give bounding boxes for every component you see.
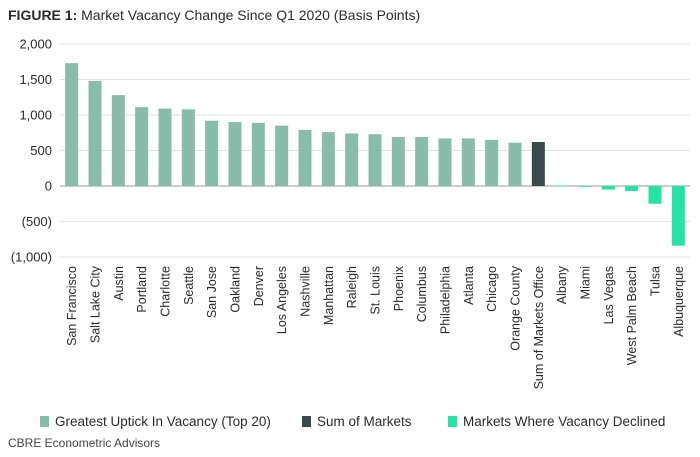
bar: [555, 185, 569, 187]
y-tick-label: (500): [22, 214, 52, 229]
bar: [625, 186, 639, 191]
bar: [461, 138, 475, 186]
chart-legend: Greatest Uptick In Vacancy (Top 20) Sum …: [40, 414, 680, 434]
bar: [228, 122, 242, 186]
bar: [65, 63, 79, 186]
legend-label-sum: Sum of Markets: [317, 414, 412, 429]
y-tick-label: 1,500: [19, 72, 52, 87]
figure-title: FIGURE 1: Market Vacancy Change Since Q1…: [8, 7, 420, 23]
bar: [368, 134, 382, 186]
y-tick-label: 500: [30, 143, 52, 158]
x-tick-label: Atlanta: [462, 266, 476, 305]
x-tick-label: Denver: [252, 266, 266, 306]
bar: [275, 125, 289, 186]
bar: [135, 107, 149, 186]
bar: [415, 137, 429, 186]
bar: [251, 122, 265, 186]
y-tick-label: 1,000: [19, 108, 52, 123]
x-tick-label: Nashville: [299, 266, 313, 317]
figure-title-text: Market Vacancy Change Since Q1 2020 (Bas…: [81, 7, 421, 23]
bar-chart: 2,000 1,500 1,000 500 0 (500) (1,000) San Franc…: [11, 37, 690, 389]
bar: [531, 141, 545, 186]
bar: [508, 142, 522, 186]
x-tick-label: Seattle: [182, 266, 196, 305]
x-tick-label: Phoenix: [392, 265, 406, 311]
bar: [298, 129, 312, 186]
x-tick-label: Charlotte: [159, 266, 173, 317]
y-tick-label: (1,000): [11, 250, 52, 265]
legend-item-declined: Markets Where Vacancy Declined: [448, 414, 665, 429]
x-tick-label: Manhattan: [322, 266, 336, 325]
legend-swatch-uptick: [40, 416, 49, 427]
bar: [345, 133, 359, 186]
legend-swatch-sum: [302, 416, 311, 427]
bar: [671, 186, 685, 246]
bar: [438, 138, 452, 186]
bar: [648, 186, 662, 204]
x-tick-label: St. Louis: [369, 266, 383, 315]
x-tick-label: San Jose: [205, 266, 219, 318]
x-tick-label: Sum of Markets Office: [532, 266, 546, 389]
x-tick-label: Orange County: [509, 265, 523, 351]
figure-title-label: FIGURE 1:: [8, 7, 78, 23]
x-tick-label: Chicago: [485, 266, 499, 312]
x-tick-label: Philadelphia: [439, 266, 453, 334]
x-tick-label: Los Angeles: [275, 266, 289, 334]
x-tick-label: Portland: [135, 266, 149, 313]
x-tick-label: Oakland: [229, 266, 243, 313]
source-note: CBRE Econometric Advisors: [8, 436, 161, 450]
x-tick-label: San Francisco: [65, 266, 79, 346]
legend-item-sum: Sum of Markets: [302, 414, 412, 429]
legend-item-uptick: Greatest Uptick In Vacancy (Top 20): [40, 414, 271, 429]
x-tick-label: Columbus: [415, 266, 429, 322]
bar: [321, 132, 335, 186]
bar: [111, 95, 125, 186]
x-tick-label: Las Vegas: [602, 266, 616, 324]
y-tick-label: 0: [45, 179, 52, 194]
bar: [205, 120, 219, 186]
legend-swatch-declined: [448, 416, 457, 427]
x-tick-label: Albany: [555, 265, 569, 304]
legend-label-uptick: Greatest Uptick In Vacancy (Top 20): [55, 414, 271, 429]
x-tick-label: Raleigh: [345, 266, 359, 308]
x-tick-label: West Palm Beach: [625, 266, 639, 365]
x-tick-label: Albuquerque: [672, 266, 686, 337]
bar: [485, 139, 499, 186]
y-tick-label: 2,000: [19, 37, 52, 52]
bar: [158, 108, 172, 186]
bar: [391, 137, 405, 186]
bar: [578, 186, 592, 187]
bar: [601, 186, 615, 190]
x-tick-label: Miami: [579, 266, 593, 299]
x-tick-label: Austin: [112, 266, 126, 301]
bar: [88, 80, 102, 186]
x-tick-label: Tulsa: [649, 266, 663, 296]
bar: [181, 109, 195, 186]
legend-label-declined: Markets Where Vacancy Declined: [463, 414, 666, 429]
x-tick-label: Salt Lake City: [89, 265, 103, 343]
